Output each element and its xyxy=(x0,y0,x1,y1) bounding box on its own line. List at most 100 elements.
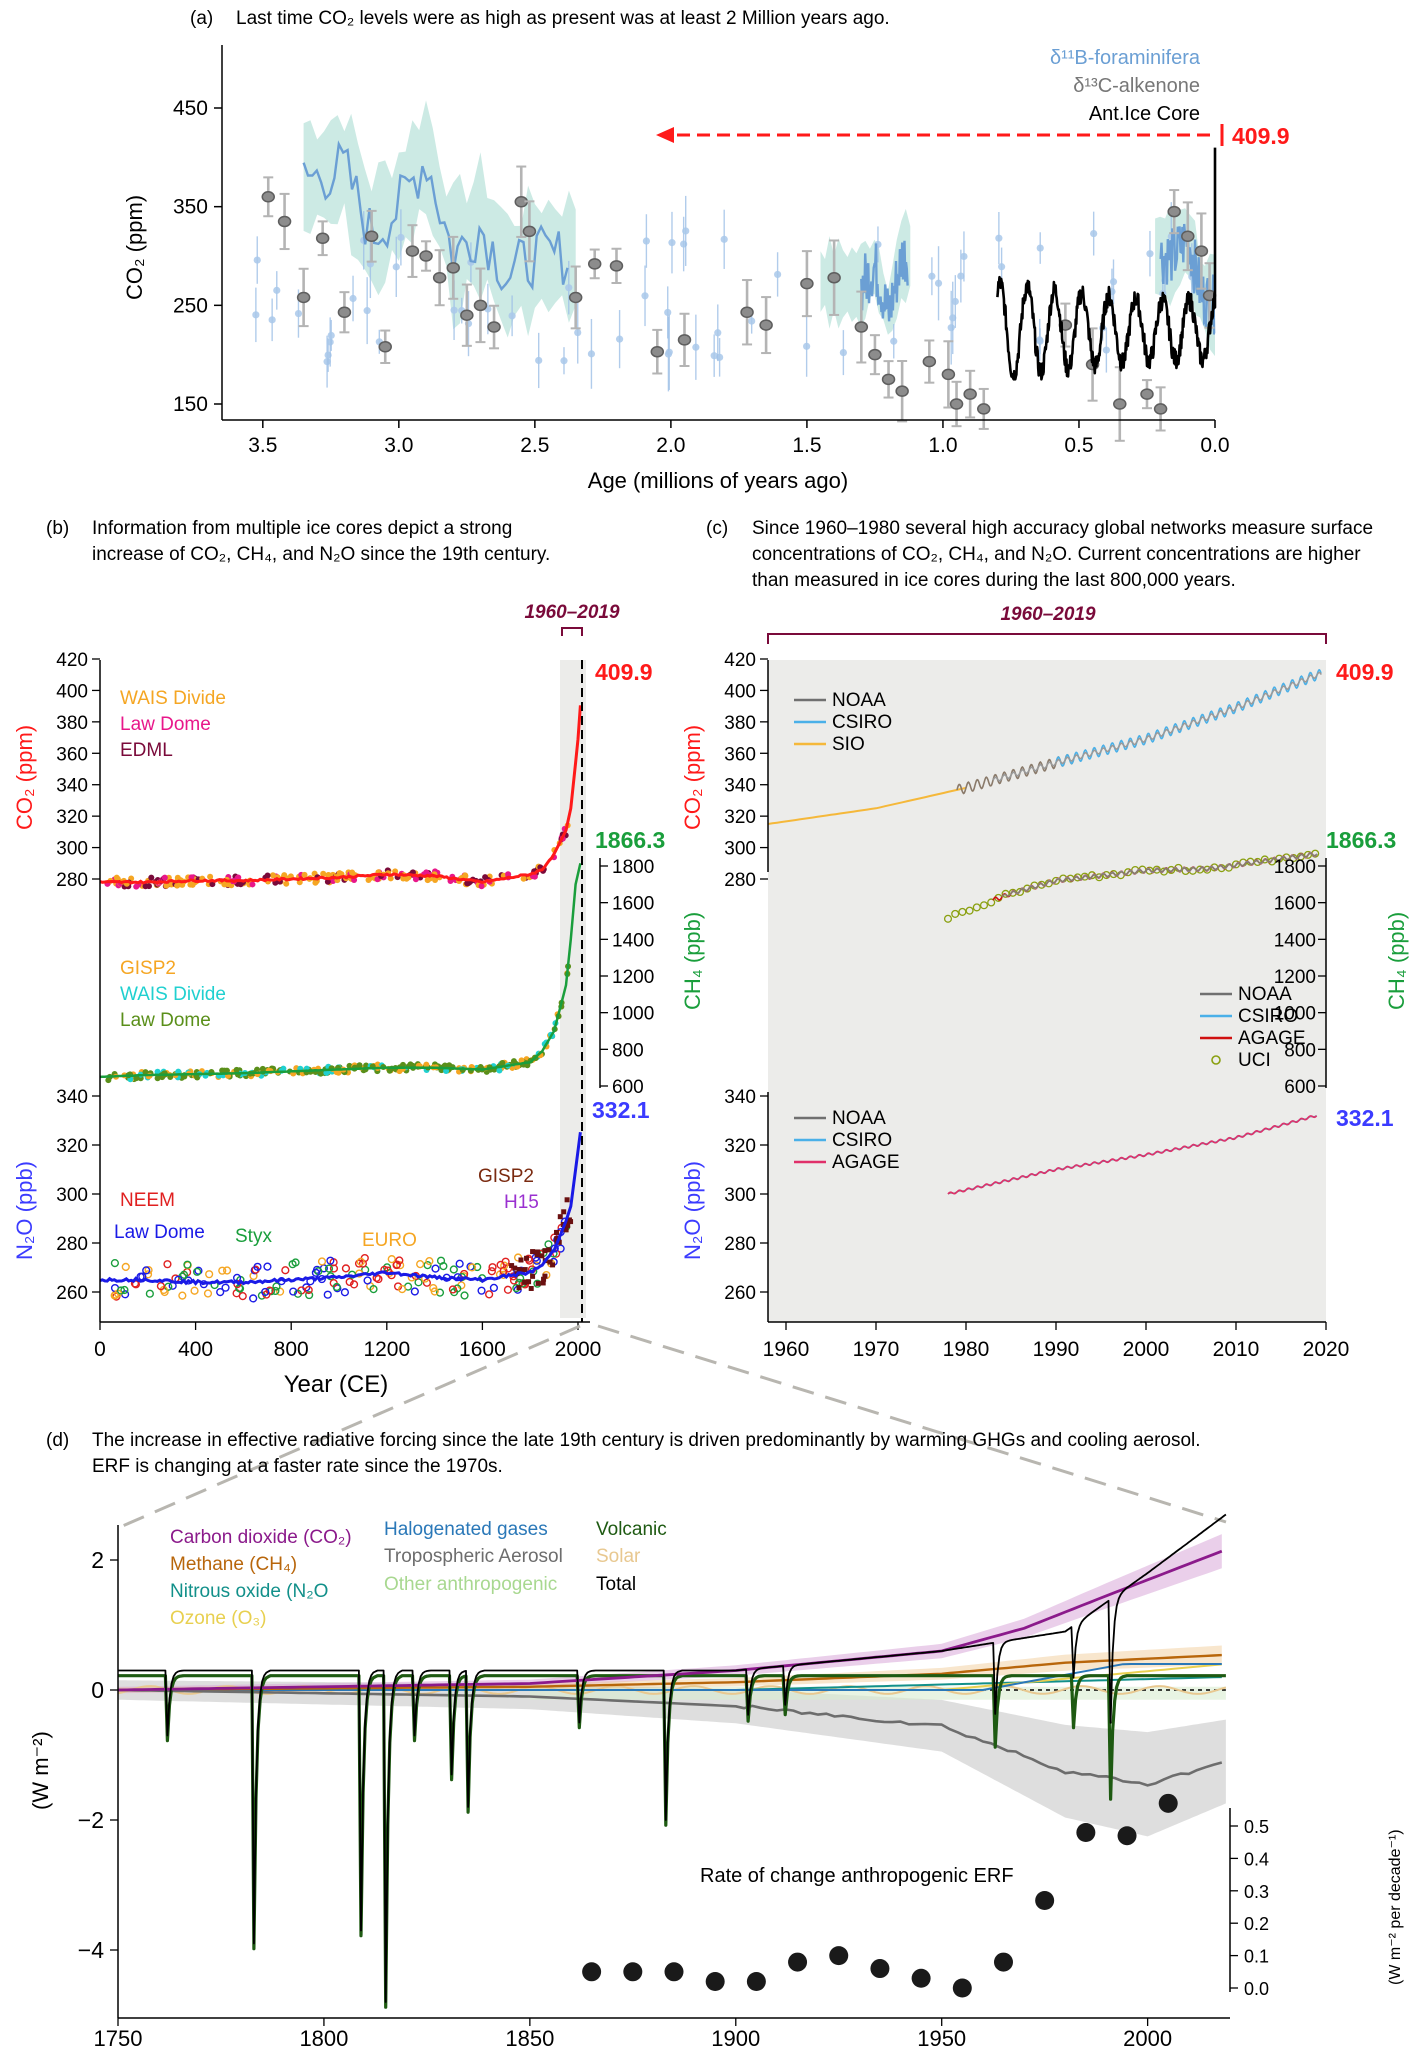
panel-b-legend-styx: Styx xyxy=(235,1226,272,1247)
n2o-ice-core-point xyxy=(317,1257,327,1266)
panel-d-caption-2: ERF is changing at a faster rate since t… xyxy=(92,1456,503,1477)
n2o-ice-core-point xyxy=(363,1276,372,1285)
boron-point xyxy=(327,331,335,340)
co2-ice-core-point xyxy=(478,883,485,890)
panel-a-ytick-label: 150 xyxy=(173,393,208,416)
n2o-ice-core-point xyxy=(179,1270,189,1279)
boron-point xyxy=(397,233,405,242)
panel-d-ylabel: (W m⁻²) xyxy=(28,1731,53,1810)
n2o-ice-core-point xyxy=(395,1256,404,1265)
co2-ice-core-point xyxy=(161,874,168,881)
panel-c-xtick-label: 1960 xyxy=(763,1338,810,1361)
alkenone-point xyxy=(949,398,964,410)
n2o-ice-core-point xyxy=(374,1274,383,1284)
panel-c-shade xyxy=(768,660,1326,1322)
alkenone-point xyxy=(677,334,692,346)
panel-b-co2-tick-label: 280 xyxy=(56,870,88,891)
panel-b-legend-lawdome: Law Dome xyxy=(120,714,211,735)
n2o-ice-core-point xyxy=(340,1288,350,1297)
n2o-ice-core-point xyxy=(222,1266,232,1275)
alkenone-point xyxy=(277,215,292,228)
ch4-uci-point xyxy=(1260,855,1269,864)
panel-a: (a) Last time CO₂ levels were as high as… xyxy=(122,8,1290,493)
n2o-ice-core-point xyxy=(354,1259,364,1268)
panel-b-co2-tick-label: 400 xyxy=(56,681,88,702)
n2o-gisp2-point xyxy=(528,1285,534,1291)
co2-ice-core-point xyxy=(187,881,194,888)
n2o-ice-core-point xyxy=(193,1267,202,1276)
alkenone-point xyxy=(473,299,488,312)
n2o-ice-core-point xyxy=(263,1262,272,1271)
boron-point xyxy=(323,358,331,366)
n2o-gisp2-point xyxy=(530,1249,536,1255)
alkenone-point xyxy=(460,309,474,321)
co2-ice-core-point xyxy=(301,871,308,878)
n2o-agage-line xyxy=(947,1115,1318,1195)
n2o-ice-core-point xyxy=(218,1266,227,1275)
panel-c-n2o-tick-label: 320 xyxy=(724,1136,756,1157)
n2o-ice-core-point xyxy=(453,1284,462,1293)
panel-c-co2-tick-label: 420 xyxy=(724,650,756,671)
panel-b-n2o-tick-label: 260 xyxy=(56,1283,88,1304)
panel-b-ch4-tick-label: 1600 xyxy=(612,894,654,915)
n2o-ice-core-point xyxy=(304,1285,313,1295)
ch4-ice-core-point xyxy=(356,1062,363,1069)
panel-a-ytick-label: 250 xyxy=(173,294,208,317)
panel-b-legend-neem: NEEM xyxy=(120,1190,175,1211)
n2o-ice-core-point xyxy=(205,1270,214,1279)
panel-b-legend-lawdome-ch4: Law Dome xyxy=(120,1010,211,1031)
boron-point xyxy=(392,263,400,271)
ch4-uci-point xyxy=(1152,865,1161,874)
n2o-ice-core-point xyxy=(416,1260,425,1269)
panel-c-n2o-value: 332.1 xyxy=(1336,1105,1394,1131)
alkenone-point xyxy=(337,306,352,318)
n2o-ice-core-point xyxy=(485,1290,494,1299)
ch4-uci-point xyxy=(1051,876,1061,885)
n2o-gisp2-point xyxy=(518,1267,524,1273)
panel-a-xtick-label: 1.5 xyxy=(792,434,821,457)
panel-d-plot xyxy=(117,1513,1227,2009)
panel-c-n2o-tick-label: 280 xyxy=(724,1234,756,1255)
boron-point xyxy=(642,237,650,245)
boron-point xyxy=(615,335,624,343)
panel-c-co2-tick-label: 380 xyxy=(724,713,756,734)
panel-d-ticks: 2 0 −2 −4 1750 1800 1850 1900 1950 2000 0.5 0.4 0.3 0… xyxy=(78,1547,1269,2048)
panel-c-n2o-legend-label: CSIRO xyxy=(832,1130,892,1151)
n2o-ice-core-point xyxy=(332,1282,341,1292)
panel-c-xtick-label: 2010 xyxy=(1213,1338,1260,1361)
co2-ice-core-point xyxy=(179,881,186,888)
panel-c-co2-legend-label: SIO xyxy=(832,734,865,755)
panel-d-rate-tick-label: 0.4 xyxy=(1244,1849,1269,1869)
alkenone-point xyxy=(922,355,937,368)
n2o-gisp2-point xyxy=(535,1280,541,1286)
boron-point xyxy=(363,307,371,315)
co2-ice-core-point xyxy=(235,874,242,881)
boron-point xyxy=(947,324,955,332)
panel-b-period-bracket xyxy=(561,627,583,636)
n2o-ice-core-point xyxy=(425,1257,434,1266)
boron-point xyxy=(714,329,722,337)
boron-point xyxy=(934,279,943,287)
alkenone-point xyxy=(868,348,882,361)
rate-of-change-point xyxy=(870,1959,890,1979)
panel-c-co2-legend-label: NOAA xyxy=(832,690,886,711)
boron-point xyxy=(951,297,959,306)
panel-b-plot xyxy=(99,705,582,1303)
n2o-gisp2-point xyxy=(556,1239,562,1245)
panel-d-legend-solar: Solar xyxy=(596,1546,641,1567)
panel-a-plot xyxy=(252,100,1217,442)
panel-b-legend-h15: H15 xyxy=(504,1192,539,1213)
n2o-gisp2-point xyxy=(550,1262,556,1268)
alkenone-point xyxy=(364,230,379,243)
panel-d-ytick-label: 0 xyxy=(91,1677,104,1703)
ch4-ice-core-point xyxy=(443,1068,450,1075)
panel-d-rate-tick-label: 0.1 xyxy=(1244,1947,1269,1967)
n2o-ice-core-point xyxy=(221,1283,230,1292)
alkenone-point xyxy=(609,260,624,272)
rate-of-change-point xyxy=(1158,1793,1178,1813)
panel-d-xtick-label: 1750 xyxy=(94,2026,143,2048)
panel-b-caption-2: increase of CO₂, CH₄, and N₂O since the … xyxy=(92,544,550,565)
alkenone-point xyxy=(1113,398,1127,410)
panel-a-ytick-label: 450 xyxy=(173,97,208,120)
n2o-gisp2-point xyxy=(539,1253,545,1259)
